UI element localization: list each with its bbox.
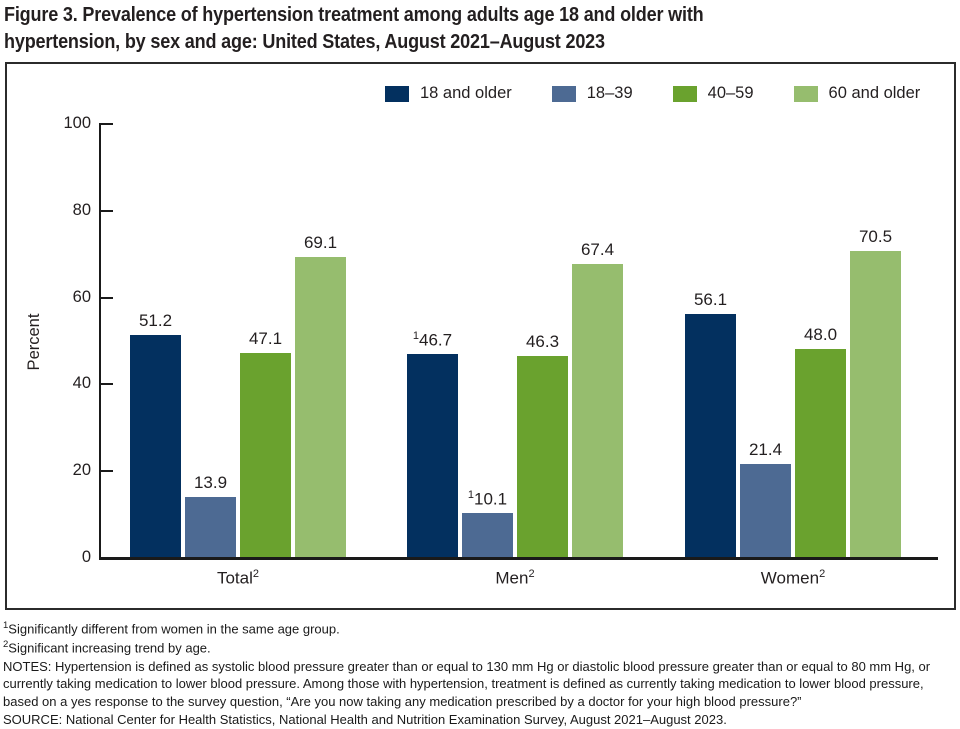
bar-value-label: 67.4 — [580, 240, 615, 260]
bar-60-and-older-men — [572, 264, 623, 557]
bar-value-label: 69.1 — [303, 233, 338, 253]
chart-legend: 18 and older 18–39 40–59 60 and older — [385, 84, 920, 103]
y-axis-tick-label: 20 — [72, 461, 91, 480]
bar-18-and-older-men — [407, 354, 458, 557]
category-label-women: Women2 — [760, 568, 826, 588]
legend-swatch-icon — [793, 85, 818, 102]
figure-title: Figure 3. Prevalence of hypertension tre… — [4, 2, 796, 55]
legend-item-2: 18–39 — [551, 84, 633, 103]
legend-item-1: 18 and older — [385, 84, 512, 103]
legend-label: 60 and older — [828, 84, 921, 102]
legend-item-4: 60 and older — [793, 84, 921, 103]
footnote-marker: 2 — [819, 568, 826, 580]
y-axis-tick — [99, 123, 113, 125]
y-axis-tick-label: 100 — [63, 114, 91, 132]
bar-18-and-older-women — [685, 313, 736, 557]
y-axis — [99, 123, 101, 560]
footnote-marker: 1 — [412, 330, 420, 343]
bar-value-label: 13.9 — [193, 472, 228, 492]
bar-value-label: 110.1 — [467, 489, 508, 509]
footnote-line-2: 2Significant increasing trend by age. — [3, 639, 211, 656]
bar-40–59-total — [240, 352, 291, 557]
y-axis-tick — [99, 383, 113, 386]
figure-title-line-2: hypertension, by sex and age: United Sta… — [4, 29, 605, 53]
legend-swatch-icon — [551, 85, 576, 102]
bar-value-label: 146.7 — [412, 330, 453, 350]
bar-value-label: 21.4 — [748, 440, 783, 460]
chart-frame: 18 and older 18–39 40–59 60 and older Perce… — [5, 62, 956, 610]
bar-40–59-men — [517, 356, 568, 557]
legend-swatch-icon — [385, 85, 409, 102]
category-label-men: Men2 — [495, 568, 535, 588]
legend-label: 18 and older — [420, 84, 512, 102]
legend-label: 18–39 — [586, 84, 633, 102]
y-axis-tick-label: 80 — [72, 200, 91, 219]
legend-label: 40–59 — [707, 84, 754, 102]
y-axis-tick — [99, 209, 113, 212]
bar-value-label: 48.0 — [803, 324, 838, 344]
y-axis-tick-label: 40 — [72, 374, 91, 393]
bar-value-label: 70.5 — [858, 227, 893, 247]
x-axis — [99, 557, 938, 560]
footnote-marker: 1 — [3, 620, 9, 631]
y-axis-tick-label: 0 — [81, 548, 91, 566]
footnote-marker: 2 — [3, 639, 9, 651]
footnote-line-4: SOURCE: National Center for Health Stati… — [3, 712, 727, 728]
footnote-marker: 2 — [528, 568, 535, 580]
bar-18–39-men — [462, 513, 513, 557]
bar-value-label: 46.3 — [525, 332, 560, 352]
bar-value-label: 51.2 — [138, 310, 173, 330]
footnotes: 1Significantly different from women in t… — [3, 619, 957, 729]
footnote-line-1: 1Significantly different from women in t… — [3, 620, 340, 637]
bar-value-label: 47.1 — [248, 328, 283, 348]
footnote-line-3: NOTES: Hypertension is defined as systol… — [3, 658, 931, 710]
legend-item-3: 40–59 — [672, 84, 754, 103]
bar-40–59-women — [795, 348, 846, 557]
category-label-total: Total2 — [216, 568, 260, 588]
figure-title-line-1: Figure 3. Prevalence of hypertension tre… — [4, 3, 704, 26]
bar-18–39-women — [740, 464, 791, 557]
y-axis-tick — [99, 296, 113, 299]
y-axis-tick-label: 60 — [72, 287, 91, 306]
bar-60-and-older-women — [850, 251, 901, 557]
bar-18-and-older-total — [130, 334, 181, 557]
legend-swatch-icon — [672, 85, 697, 102]
footnote-marker: 1 — [467, 489, 475, 502]
bar-60-and-older-total — [295, 257, 346, 557]
bar-18–39-total — [185, 496, 236, 557]
bar-value-label: 56.1 — [693, 289, 728, 309]
footnote-marker: 2 — [252, 568, 260, 580]
y-axis-tick — [99, 470, 113, 473]
